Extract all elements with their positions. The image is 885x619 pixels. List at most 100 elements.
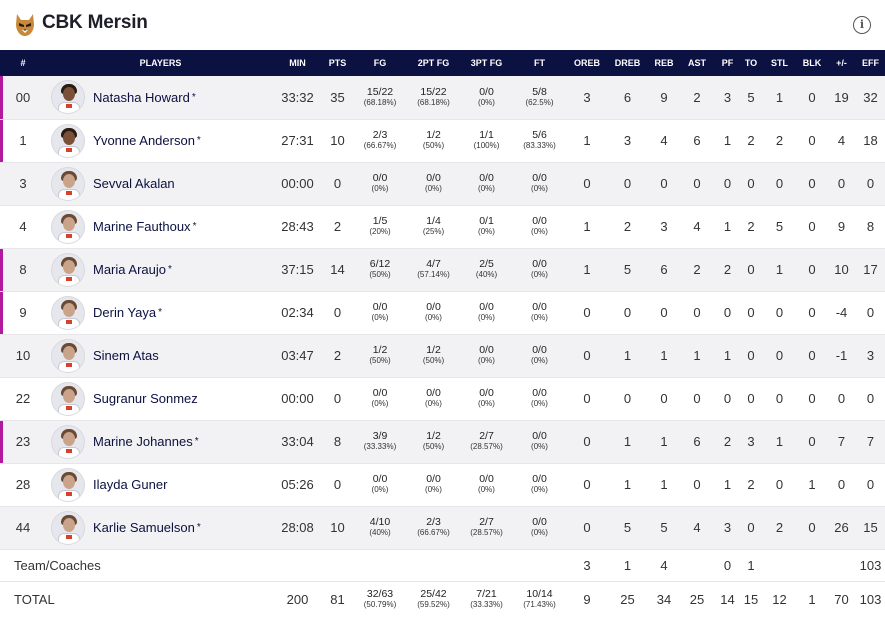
player-info[interactable]: Sinem Atas [46, 338, 275, 373]
player-row[interactable]: 22 Sugranur Sonmez 00:00 0 0/0 (0%) 0/0 (0%) 0/0… [0, 377, 885, 420]
player-row[interactable]: 8 Maria Araujo * 37:15 14 6/12 (50%) 4/7 (57.14%… [0, 248, 885, 291]
player-info[interactable]: Ilayda Guner [46, 467, 275, 502]
fg3-stat-pair: 1/1 (100%) [462, 130, 511, 151]
col-min-header[interactable]: MIN [289, 58, 306, 68]
fg2-stat-made-attempted: 0/0 [426, 172, 441, 184]
player-info[interactable]: Sevval Akalan [46, 166, 275, 201]
dreb-value: 3 [623, 133, 632, 148]
col-plus-minus-header[interactable]: +/- [836, 58, 847, 68]
fg3-stat-pair: 0/0 (0%) [462, 474, 511, 495]
col-oreb-header[interactable]: OREB [573, 58, 600, 68]
ft-stat-made-attempted: 0/0 [532, 516, 547, 528]
player-cell[interactable]: Sevval Akalan [46, 162, 275, 205]
col-ft-header[interactable]: FT [534, 58, 545, 68]
player-avatar[interactable] [51, 381, 85, 416]
player-row[interactable]: 9 Derin Yaya * 02:34 0 0/0 (0%) 0/0 (0%) 0/0 (0%) 0… [0, 291, 885, 334]
player-cell[interactable]: Ilayda Guner [46, 463, 275, 506]
player-name[interactable]: Sevval Akalan [93, 176, 175, 191]
col-stl-header[interactable]: STL [771, 58, 788, 68]
player-row[interactable]: 4 Marine Fauthoux * 28:43 2 1/5 (20%) 1/4 (25%) 0… [0, 205, 885, 248]
player-avatar[interactable] [51, 166, 85, 201]
player-row[interactable]: 44 Karlie Samuelson * 28:08 10 4/10 (40%) 2/3 (6… [0, 506, 885, 549]
player-cell[interactable]: Marine Fauthoux * [46, 205, 275, 248]
fg-stat-made-attempted: 1/2 [372, 344, 388, 356]
player-avatar[interactable] [51, 123, 85, 158]
player-cell[interactable]: Natasha Howard * [46, 76, 275, 119]
player-name[interactable]: Ilayda Guner [93, 477, 168, 492]
plus-minus-value: 10 [834, 262, 849, 277]
player-name[interactable]: Marine Johannes [93, 434, 193, 449]
fg2-stat-percentage: (50%) [422, 356, 445, 365]
total-fg3-stat-percentage: (33.33%) [470, 599, 503, 609]
player-name[interactable]: Maria Araujo [93, 262, 166, 277]
fg-stat-percentage: (20%) [369, 227, 391, 236]
plus-minus-value: 4 [837, 133, 846, 148]
col-ast-header[interactable]: AST [688, 58, 706, 68]
player-avatar[interactable] [51, 209, 85, 244]
jersey-number-text: 28 [15, 477, 31, 492]
player-avatar[interactable] [51, 510, 85, 545]
col-dreb-header[interactable]: DREB [614, 58, 641, 68]
player-avatar[interactable] [51, 252, 85, 287]
col-3pt-fg-header[interactable]: 3PT FG [470, 58, 503, 68]
col-players-header[interactable]: PLAYERS [139, 58, 182, 68]
player-name[interactable]: Karlie Samuelson [93, 520, 195, 535]
fg-stat-made-attempted: 4/10 [369, 516, 391, 528]
col-2pt-fg-header[interactable]: 2PT FG [417, 58, 450, 68]
player-name[interactable]: Sinem Atas [93, 348, 159, 363]
dreb-value: 6 [623, 89, 632, 105]
col-pf-header[interactable]: PF [721, 58, 734, 68]
col-blk-header[interactable]: BLK [802, 58, 822, 68]
player-cell[interactable]: Sugranur Sonmez [46, 377, 275, 420]
fg2-stat: 0/0 (0%) [405, 463, 462, 506]
col-to-header[interactable]: TO [744, 58, 758, 68]
player-cell[interactable]: Maria Araujo * [46, 248, 275, 291]
player-name[interactable]: Derin Yaya [93, 305, 157, 320]
player-avatar[interactable] [51, 295, 85, 330]
player-name[interactable]: Yvonne Anderson [93, 133, 195, 148]
empty-cell [511, 549, 568, 581]
col-fg-header[interactable]: FG [373, 58, 387, 68]
player-row[interactable]: 23 Marine Johannes * 33:04 8 3/9 (33.33%) 1/2 (5… [0, 420, 885, 463]
player-cell[interactable]: Derin Yaya * [46, 291, 275, 334]
player-row[interactable]: 28 Ilayda Guner 05:26 0 0/0 (0%) 0/0 (0%) 0/0 (0%… [0, 463, 885, 506]
col-number-header[interactable]: # [20, 58, 26, 68]
fg3-stat: 0/0 (0%) [462, 463, 511, 506]
player-name[interactable]: Marine Fauthoux [93, 219, 191, 234]
info-icon[interactable]: i [853, 16, 871, 34]
player-row[interactable]: 1 Yvonne Anderson * 27:31 10 2/3 (66.67%) 1/2 (5… [0, 119, 885, 162]
col-reb-header[interactable]: REB [654, 58, 674, 68]
pf-value: 3 [723, 520, 732, 535]
player-row[interactable]: 10 Sinem Atas 03:47 2 1/2 (50%) 1/2 (50%) 0/0 (0%… [0, 334, 885, 377]
player-avatar[interactable] [51, 424, 85, 459]
eff-value: 7 [866, 434, 875, 449]
player-name[interactable]: Natasha Howard [93, 89, 190, 105]
player-cell[interactable]: Karlie Samuelson * [46, 506, 275, 549]
player-info[interactable]: Yvonne Anderson * [46, 123, 275, 158]
blk-value: 0 [808, 434, 816, 449]
player-name[interactable]: Sugranur Sonmez [93, 391, 198, 406]
player-row[interactable]: 3 Sevval Akalan 00:00 0 0/0 (0%) 0/0 (0%) 0/0 (0%… [0, 162, 885, 205]
player-row[interactable]: 00 Natasha Howard * 33:32 35 15/22 (68.18%) 15/… [0, 76, 885, 119]
fg2-stat-made-attempted: 15/22 [420, 85, 447, 98]
player-info[interactable]: Derin Yaya * [46, 295, 275, 330]
player-cell[interactable]: Marine Johannes * [46, 420, 275, 463]
player-avatar[interactable] [51, 467, 85, 502]
player-info[interactable]: Maria Araujo * [46, 252, 275, 287]
player-info[interactable]: Karlie Samuelson * [46, 510, 275, 545]
player-info[interactable]: Marine Johannes * [46, 424, 275, 459]
player-cell[interactable]: Yvonne Anderson * [46, 119, 275, 162]
player-avatar[interactable] [51, 80, 85, 115]
player-info[interactable]: Sugranur Sonmez [46, 381, 275, 416]
starter-star-icon: * [167, 264, 172, 275]
player-avatar[interactable] [51, 338, 85, 373]
player-cell[interactable]: Sinem Atas [46, 334, 275, 377]
pf-value: 0 [723, 176, 732, 191]
ft-stat-made-attempted: 5/6 [532, 129, 547, 141]
col-pts-header[interactable]: PTS [328, 58, 347, 68]
col-eff-header[interactable]: EFF [862, 58, 879, 68]
fg-stat-made-attempted: 0/0 [372, 301, 388, 313]
player-info[interactable]: Natasha Howard * [46, 80, 275, 115]
player-info[interactable]: Marine Fauthoux * [46, 209, 275, 244]
fg-stat-pair: 0/0 (0%) [355, 474, 405, 495]
